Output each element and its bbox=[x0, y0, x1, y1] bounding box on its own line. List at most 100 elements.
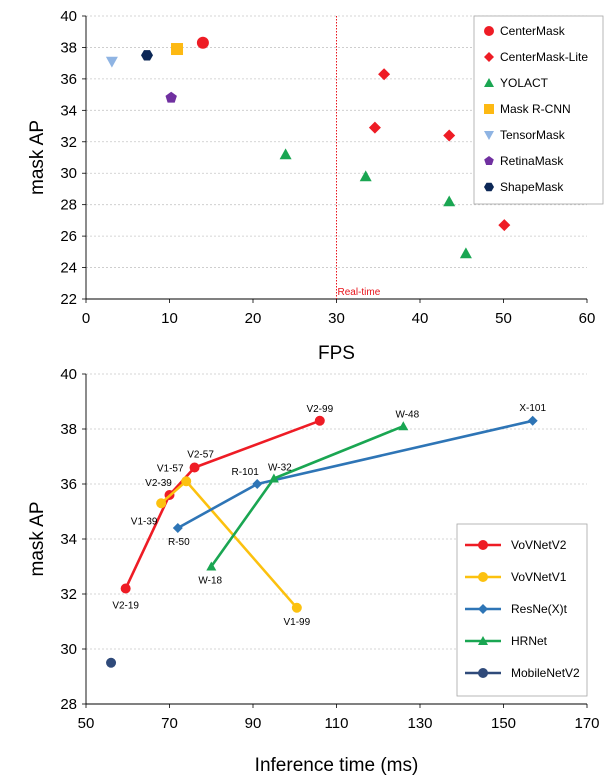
data-point bbox=[141, 50, 153, 61]
series-line-vovnetv2 bbox=[124, 419, 321, 590]
legend: VoVNetV2 VoVNetV1 ResNe(X)t HRNet MobileNetV… bbox=[456, 523, 588, 697]
legend-marker bbox=[484, 156, 494, 165]
legend-marker bbox=[484, 52, 494, 62]
y-tick-label: 40 bbox=[60, 366, 77, 383]
data-label: V2-99 bbox=[306, 404, 333, 415]
data-label: V1-57 bbox=[157, 463, 184, 474]
legend-label: MobileNetV2 bbox=[511, 666, 580, 680]
data-point bbox=[291, 602, 302, 613]
y-tick-label: 28 bbox=[60, 197, 77, 214]
series-mobilenetv2 bbox=[106, 657, 117, 668]
data-point bbox=[359, 170, 372, 182]
y-tick-label: 38 bbox=[60, 39, 77, 56]
data-point bbox=[156, 498, 167, 509]
x-tick-label: 20 bbox=[245, 310, 262, 327]
data-label: W-32 bbox=[268, 463, 292, 474]
legend-item-resne-x-t: ResNe(X)t bbox=[465, 602, 568, 616]
data-label: W-48 bbox=[395, 409, 419, 420]
series-tensormask bbox=[105, 56, 118, 68]
y-tick-label: 28 bbox=[60, 696, 77, 713]
data-point bbox=[206, 561, 217, 571]
x-axis-label: Inference time (ms) bbox=[255, 755, 419, 776]
data-point bbox=[172, 523, 183, 533]
x-tick-label: 30 bbox=[328, 310, 345, 327]
y-tick-label: 34 bbox=[60, 102, 77, 119]
data-point bbox=[459, 247, 472, 259]
series-centermask-lite bbox=[368, 68, 511, 232]
data-point bbox=[171, 43, 184, 56]
legend-item-centermask-lite: CenterMask-Lite bbox=[484, 50, 588, 64]
y-tick-label: 38 bbox=[60, 421, 77, 438]
x-tick-label: 40 bbox=[412, 310, 429, 327]
data-point bbox=[165, 91, 177, 103]
data-label: V2-19 bbox=[112, 601, 139, 612]
legend-label: HRNet bbox=[511, 634, 548, 648]
realtime-label: Real-time bbox=[338, 287, 381, 298]
y-axis-label: mask AP bbox=[27, 120, 48, 195]
legend-marker bbox=[484, 104, 494, 114]
series-hrnet: W-18 W-32 W-48 bbox=[198, 409, 419, 586]
legend-marker bbox=[484, 26, 494, 36]
y-tick-label: 36 bbox=[60, 476, 77, 493]
data-label: V1-39 bbox=[131, 516, 158, 527]
data-point bbox=[252, 479, 263, 489]
legend-item-yolact: YOLACT bbox=[484, 76, 549, 90]
legend-label: YOLACT bbox=[500, 76, 549, 90]
legend-box bbox=[473, 15, 604, 205]
x-tick-label: 50 bbox=[495, 310, 512, 327]
y-tick-label: 30 bbox=[60, 641, 77, 658]
legend: CenterMask CenterMask-Lite YOLACT Mask R-CN… bbox=[473, 15, 604, 205]
y-axis-label: mask AP bbox=[27, 502, 48, 577]
chart-2: 28 30 32 34 36 38 40 50 70 90 110 130 150 170 Inferenc… bbox=[27, 366, 600, 776]
x-tick-label: 150 bbox=[491, 715, 516, 732]
data-point bbox=[189, 462, 200, 473]
legend-marker bbox=[478, 604, 488, 614]
legend-marker bbox=[484, 182, 494, 192]
data-label: R-101 bbox=[232, 467, 260, 478]
series-vovnetv1: V1-39 V1-57 V1-99 bbox=[131, 463, 311, 628]
legend-label: TensorMask bbox=[500, 128, 566, 142]
data-point bbox=[378, 68, 391, 81]
series-centermask bbox=[196, 36, 209, 49]
data-label: W-18 bbox=[198, 576, 222, 587]
legend-marker bbox=[478, 540, 488, 550]
data-point bbox=[498, 219, 511, 232]
y-tick-label: 22 bbox=[60, 291, 77, 308]
x-axis-label: FPS bbox=[318, 343, 355, 364]
series-resne-x-t: R-50 R-101 X-101 bbox=[168, 403, 546, 548]
legend-marker bbox=[484, 131, 494, 140]
data-label: V1-99 bbox=[283, 617, 310, 628]
data-point bbox=[443, 195, 456, 207]
y-tick-label: 32 bbox=[60, 134, 77, 151]
x-tick-label: 110 bbox=[325, 715, 349, 732]
y-tick-label: 32 bbox=[60, 586, 77, 603]
data-label: V2-57 bbox=[187, 450, 214, 461]
x-tick-label: 130 bbox=[407, 715, 432, 732]
x-tick-label: 70 bbox=[161, 715, 178, 732]
data-label: V2-39 bbox=[145, 478, 172, 489]
data-point bbox=[368, 121, 381, 134]
y-tick-label: 30 bbox=[60, 165, 77, 182]
data-point bbox=[105, 56, 118, 68]
series-line-hrnet bbox=[210, 424, 404, 568]
legend-item-mobilenetv2: MobileNetV2 bbox=[465, 666, 580, 680]
legend-label: RetinaMask bbox=[500, 154, 564, 168]
x-tick-label: 90 bbox=[245, 715, 262, 732]
data-point bbox=[120, 583, 131, 594]
legend-label: VoVNetV1 bbox=[511, 570, 567, 584]
x-tick-label: 170 bbox=[574, 715, 599, 732]
legend-marker bbox=[478, 668, 488, 678]
data-point bbox=[279, 148, 292, 160]
x-tick-label: 50 bbox=[78, 715, 95, 732]
y-tick-label: 34 bbox=[60, 531, 77, 548]
legend-item-vovnetv2: VoVNetV2 bbox=[465, 538, 567, 552]
x-tick-label: 10 bbox=[161, 310, 178, 327]
y-tick-label: 26 bbox=[60, 228, 77, 245]
y-tick-label: 40 bbox=[60, 8, 77, 25]
data-point bbox=[106, 657, 117, 668]
data-point bbox=[398, 421, 409, 431]
legend-item-tensormask: TensorMask bbox=[484, 128, 566, 142]
series-yolact bbox=[279, 148, 472, 259]
data-point bbox=[314, 415, 325, 426]
